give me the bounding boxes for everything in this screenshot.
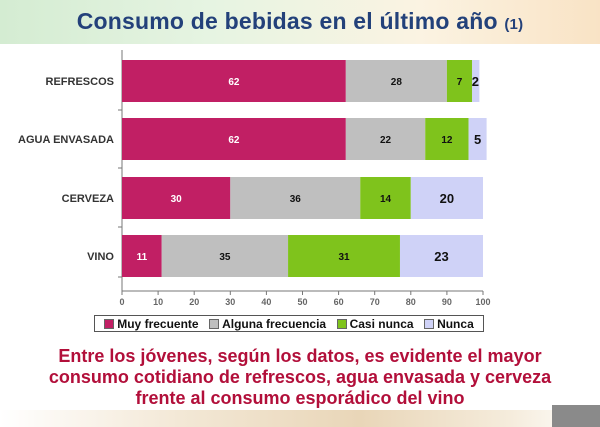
bar-segment [468,118,487,160]
data-label: 5 [474,132,481,147]
x-tick-label: 100 [475,297,490,306]
x-tick-label: 60 [334,297,344,306]
bar-segment [345,118,426,160]
bar-segment [425,118,469,160]
x-tick-label: 90 [442,297,452,306]
bar-segment [122,235,162,277]
data-label: 28 [391,77,403,88]
category-label: CERVEZA [62,193,114,205]
conclusion-line: frente al consumo esporádico del vino [135,388,465,408]
legend-item: Muy frecuente [104,316,199,331]
legend-label: Muy frecuente [117,316,199,331]
category-label: AGUA ENVASADA [18,134,114,146]
data-label: 62 [228,135,240,146]
legend-item: Nunca [424,317,474,331]
x-tick-label: 70 [370,297,380,306]
footer-box [552,405,600,427]
bar-segment [345,60,447,102]
x-tick-label: 20 [189,297,199,306]
data-label: 36 [290,194,302,205]
data-label: 35 [219,252,231,263]
conclusion-line: Entre los jóvenes, según los datos, es e… [58,346,542,366]
bar-segment [360,177,411,219]
bar-segment [288,235,400,277]
x-tick-label: 80 [406,297,416,306]
data-label: 12 [441,135,453,146]
data-label: 23 [434,249,448,264]
x-tick-label: 50 [297,297,307,306]
legend-item: Alguna frecuencia [209,317,326,331]
bar-segment [399,235,483,277]
x-tick-label: 0 [119,297,124,306]
stacked-bar-chart: 0 10 20 30 40 50 60 70 80 90 100 REFRESCOS 62 28 7 2 AGU… [18,50,491,306]
data-label: 31 [338,252,350,263]
legend-swatch [104,318,115,329]
conclusion-line: consumo cotidiano de refrescos, agua env… [48,367,552,387]
footer-band [0,410,600,427]
bar-segment [122,177,231,219]
legend-label: Alguna frecuencia [222,316,327,331]
legend-swatch [209,318,220,329]
x-tick-label: 10 [153,297,163,306]
x-tick-label: 30 [225,297,235,306]
conclusion-text: Entre los jóvenes, según los datos, es e… [0,346,600,409]
data-label: 2 [472,74,479,89]
chart-title-main: Consumo de bebidas en el último año [76,8,498,34]
legend-item: Casi nunca [336,316,414,331]
bar-segment [410,177,483,219]
chart-title: Consumo de bebidas en el último año (1) [0,8,600,35]
data-label: 30 [171,194,183,205]
bar-segment [472,60,480,102]
chart-title-sub: (1) [504,16,524,33]
data-label: 11 [137,252,148,263]
data-label: 20 [440,191,454,206]
data-label: 7 [457,77,463,88]
category-label: REFRESCOS [46,76,114,88]
x-tick-label: 40 [261,297,271,306]
legend-label: Casi nunca [349,316,414,331]
title-band [0,0,600,44]
bar-segment [446,60,473,102]
bar-segment [230,177,361,219]
legend-swatch [424,318,435,329]
bar-segment [161,235,289,277]
bar-segment [122,118,346,160]
legend-label: Nunca [437,316,474,331]
data-label: 62 [228,77,240,88]
legend: Muy frecuente Alguna frecuencia Casi nunca… [94,315,484,332]
data-label: 14 [380,194,392,205]
category-label: VINO [87,251,114,263]
legend-swatch [336,318,347,329]
bar-segment [122,60,346,102]
data-label: 22 [380,135,392,146]
